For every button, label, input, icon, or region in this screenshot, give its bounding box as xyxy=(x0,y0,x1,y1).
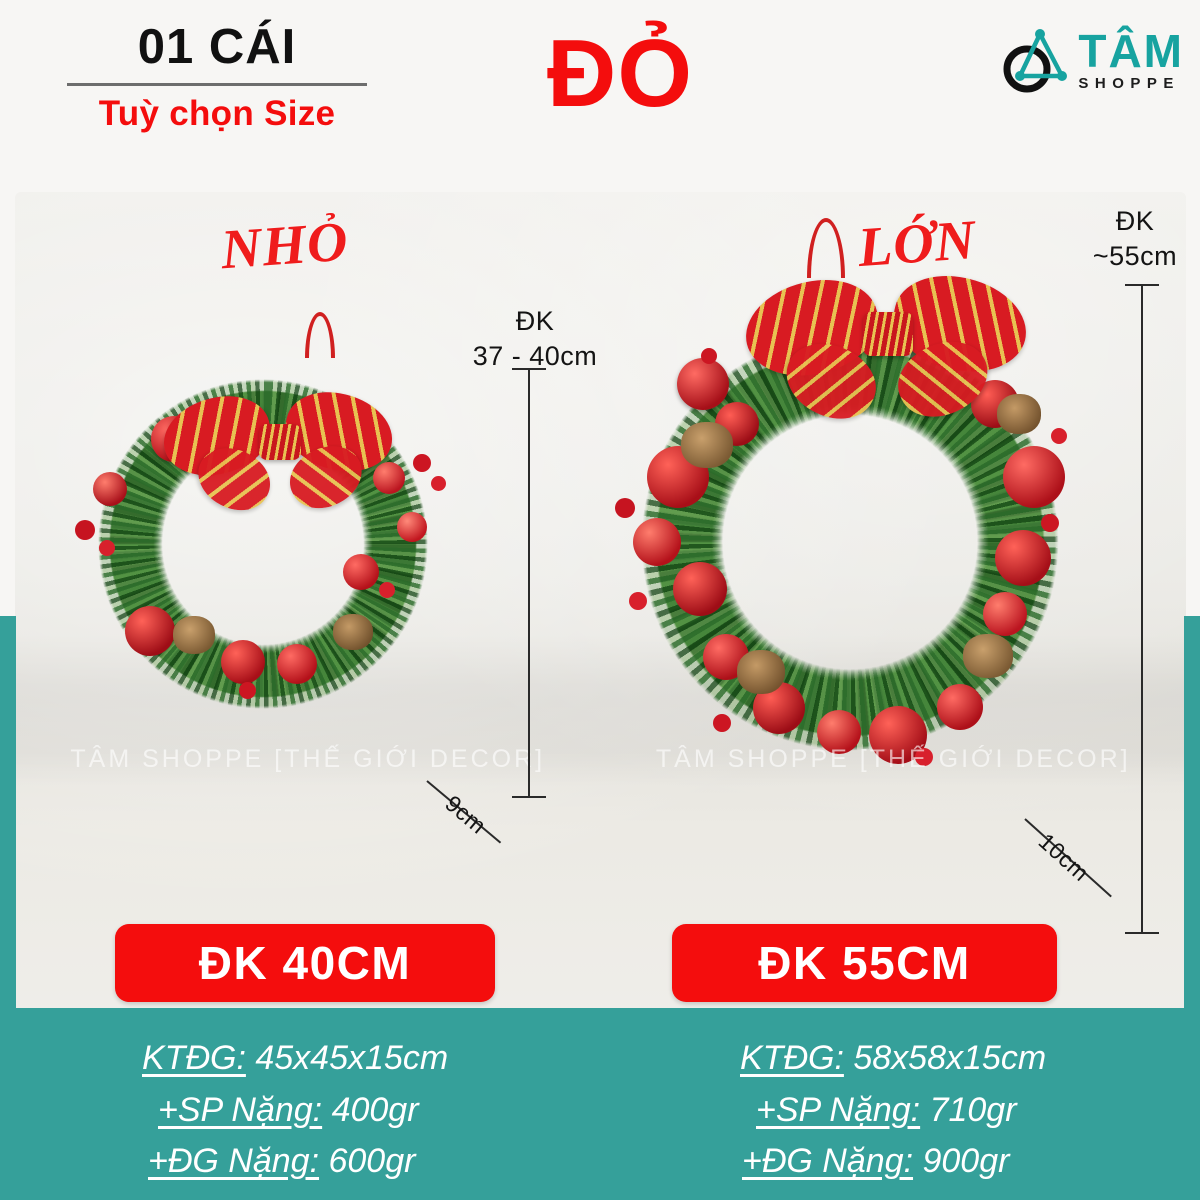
badge-large-size: ĐK 55CM xyxy=(672,924,1057,1002)
divider xyxy=(67,83,367,87)
spec-product-weight: +SP Nặng: 710gr xyxy=(700,1085,1200,1137)
pinecone xyxy=(173,616,215,654)
small-size-label: NHỎ xyxy=(218,210,351,282)
brand-name: TÂM xyxy=(1078,24,1184,77)
ribbon-bow xyxy=(155,382,401,522)
small-diameter-annotation: ĐK 37 - 40cm xyxy=(455,304,615,373)
page-title: ĐỎ xyxy=(547,20,693,127)
spec-package-weight: +ĐG Nặng: 900gr xyxy=(700,1136,1200,1188)
spec-dimensions-label: KTĐG: xyxy=(142,1039,246,1077)
header: 01 CÁI Tuỳ chọn Size ĐỎ TÂM SHOPPE xyxy=(0,0,1200,192)
spec-dimensions: KTĐG: 45x45x15cm xyxy=(100,1033,620,1085)
spec-package-weight: +ĐG Nặng: 600gr xyxy=(100,1136,620,1188)
ribbon-bow xyxy=(736,264,1036,433)
spec-dimensions: KTĐG: 58x58x15cm xyxy=(700,1033,1200,1085)
spec-package-weight-value: 900gr xyxy=(922,1142,1010,1181)
small-wreath xyxy=(19,312,507,756)
large-diameter-label: ĐK xyxy=(1115,206,1155,236)
specs-large: KTĐG: 58x58x15cm +SP Nặng: 710gr +ĐG Nặn… xyxy=(700,1033,1200,1188)
spec-product-weight-value: 710gr xyxy=(929,1090,1017,1129)
large-diameter-line xyxy=(1141,284,1143,934)
small-diameter-value: 37 - 40cm xyxy=(472,340,598,371)
quantity-block: 01 CÁI Tuỳ chọn Size xyxy=(52,20,382,134)
spec-dimensions-value: 45x45x15cm xyxy=(255,1039,449,1077)
spec-package-weight-label: +ĐG Nặng: xyxy=(742,1142,914,1181)
spec-product-weight-value: 400gr xyxy=(331,1090,419,1129)
spec-product-weight: +SP Nặng: 400gr xyxy=(100,1085,620,1137)
spec-package-weight-label: +ĐG Nặng: xyxy=(148,1142,320,1181)
product-photo: TÂM SHOPPE [THẾ GIỚI DECOR] TÂM SHOPPE [… xyxy=(15,192,1186,1042)
spec-product-weight-label: +SP Nặng: xyxy=(756,1090,921,1129)
brand-logo: TÂM SHOPPE xyxy=(1000,18,1184,104)
teal-band-bottom xyxy=(0,1008,1200,1200)
spec-product-weight-label: +SP Nặng: xyxy=(158,1090,323,1129)
spec-dimensions-label: KTĐG: xyxy=(740,1039,844,1077)
brand-wordmark: TÂM SHOPPE xyxy=(1078,24,1184,93)
pinecone xyxy=(963,634,1013,678)
size-option-label: Tuỳ chọn Size xyxy=(98,94,336,134)
pinecone xyxy=(997,394,1041,434)
specs-small: KTĐG: 45x45x15cm +SP Nặng: 400gr +ĐG Nặn… xyxy=(100,1033,620,1188)
large-diameter-value: ~55cm xyxy=(1092,240,1178,271)
quantity-label: 01 CÁI xyxy=(137,20,297,74)
large-diameter-annotation: ĐK ~55cm xyxy=(1060,204,1186,273)
pinecone xyxy=(333,614,373,650)
badge-small-size: ĐK 40CM xyxy=(115,924,495,1002)
small-diameter-label: ĐK xyxy=(515,306,555,336)
circle-triangle-logo-icon xyxy=(1000,24,1074,98)
pinecone xyxy=(737,650,785,694)
large-wreath xyxy=(569,218,1131,839)
large-size-label: LỚN xyxy=(855,208,979,280)
pinecone xyxy=(681,422,733,468)
brand-subtitle: SHOPPE xyxy=(1078,75,1180,93)
spec-dimensions-value: 58x58x15cm xyxy=(853,1039,1047,1077)
small-diameter-line xyxy=(528,368,530,798)
spec-package-weight-value: 600gr xyxy=(328,1142,416,1181)
